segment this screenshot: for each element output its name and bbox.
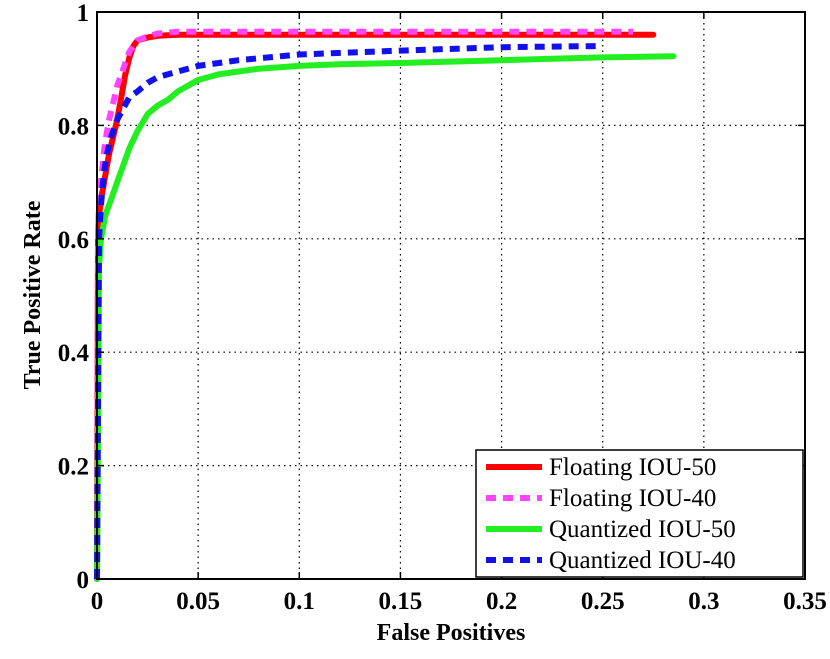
y-tick-label: 0.8 [58, 113, 89, 140]
y-tick-label: 1 [77, 0, 90, 27]
y-tick-label: 0.2 [58, 454, 89, 481]
legend-label-2: Floating IOU-40 [549, 485, 716, 512]
legend-label-4: Quantized IOU-40 [549, 547, 736, 574]
y-tick-label: 0.6 [58, 227, 89, 254]
y-tick-label: 0.4 [58, 340, 90, 367]
series-line-4 [94, 43, 603, 580]
x-tick-label: 0.35 [783, 588, 827, 615]
x-tick-label: 0 [91, 588, 104, 615]
x-tick-label: 0.2 [486, 588, 517, 615]
plot-series [94, 28, 677, 582]
x-tick-label: 0.15 [379, 588, 423, 615]
legend-items: Floating IOU-50 Floating IOU-40 Quantized … [486, 454, 736, 574]
x-tick-label: 0.25 [581, 588, 625, 615]
x-tick-label: 0.1 [284, 588, 315, 615]
plot-frame [96, 11, 806, 580]
y-tick-label: 0 [77, 567, 90, 594]
x-tick-label: 0.05 [176, 588, 220, 615]
x-tick-label: 0.3 [688, 588, 719, 615]
legend: Floating IOU-50 Floating IOU-40 Quantized … [475, 449, 804, 578]
series-line-3 [94, 53, 677, 582]
legend-label-1: Floating IOU-50 [549, 454, 716, 481]
legend-box [475, 449, 804, 578]
ticks: 0 0.05 0.1 0.15 0.2 0.25 0.3 0.35 0 0.2 0.4 0.6 0.8 1 [58, 0, 827, 615]
x-axis-label: False Positives [377, 620, 526, 646]
legend-label-3: Quantized IOU-50 [549, 516, 736, 543]
y-axis-label: True Positive Rate [20, 200, 46, 389]
